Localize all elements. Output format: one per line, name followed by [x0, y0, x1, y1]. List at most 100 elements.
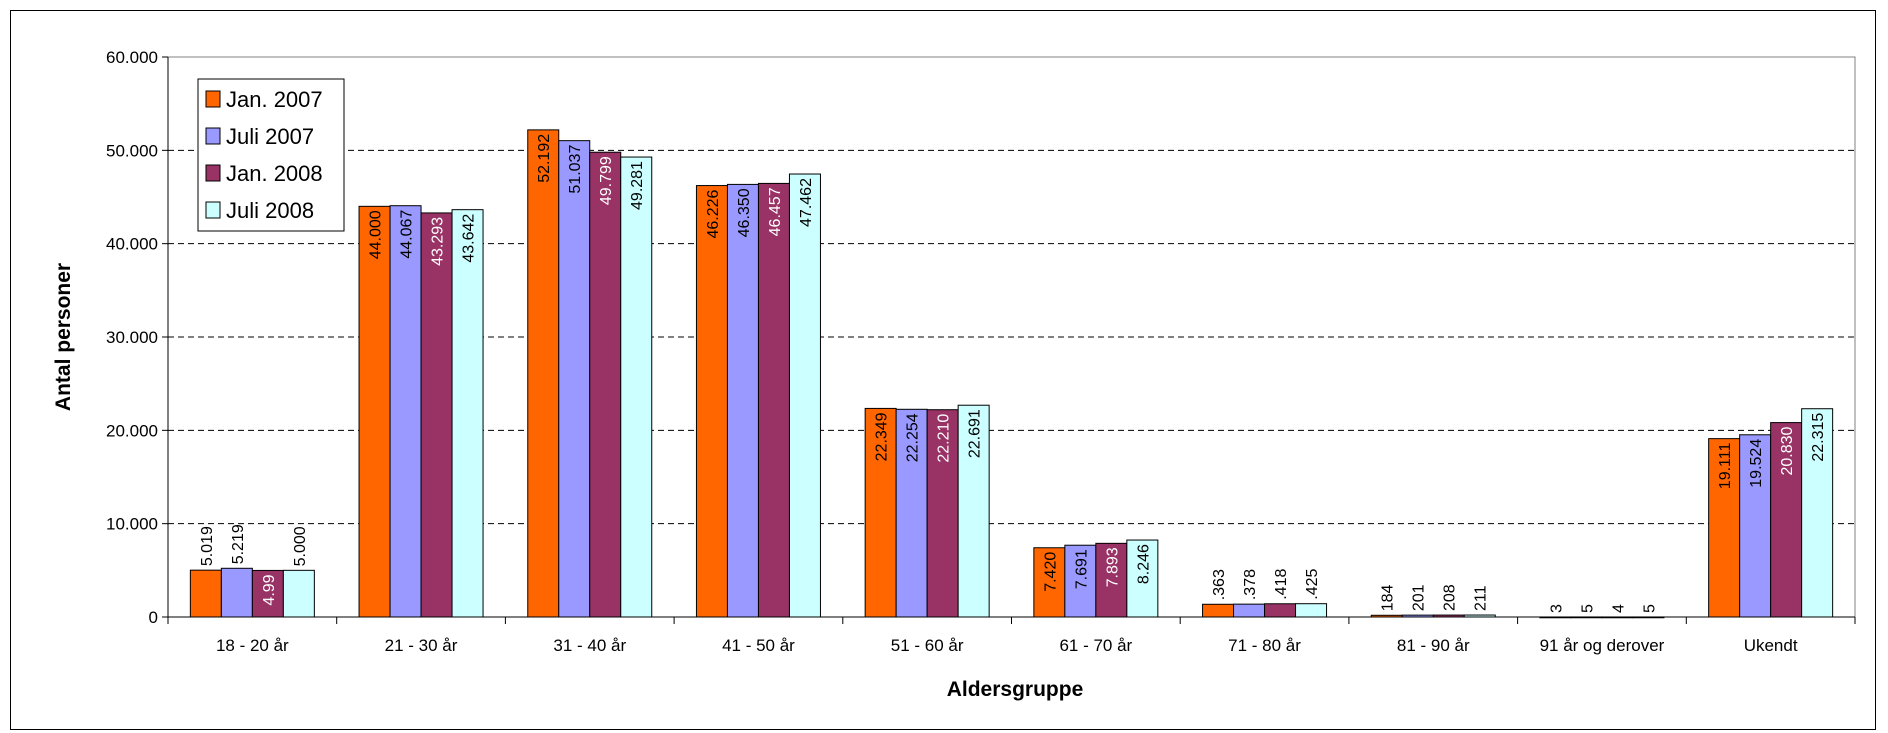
- bar: [420, 212, 453, 618]
- data-label: 49.799: [598, 156, 615, 205]
- data-label: .418: [1273, 569, 1290, 600]
- data-label: 22.691: [967, 409, 984, 458]
- bar: [220, 567, 253, 618]
- bar: [1095, 542, 1128, 618]
- y-tick-label: 50.000: [106, 141, 158, 160]
- y-tick-label: 30.000: [106, 328, 158, 347]
- x-tick-label: 31 - 40 år: [553, 636, 626, 655]
- y-tick-label: 60.000: [106, 48, 158, 67]
- y-tick-label: 0: [149, 608, 158, 627]
- bar: [1708, 438, 1741, 618]
- y-tick-label: 40.000: [106, 235, 158, 254]
- y-tick-label: 20.000: [106, 421, 158, 440]
- data-label: 201: [1411, 584, 1428, 611]
- x-axis-title: Aldersgruppe: [947, 678, 1084, 701]
- legend-label: Jan. 2008: [226, 161, 323, 186]
- data-label: 8.246: [1135, 544, 1152, 584]
- data-label: 7.893: [1104, 547, 1121, 587]
- data-label: .378: [1242, 569, 1259, 600]
- data-label: 7.420: [1042, 552, 1059, 592]
- bar: [1264, 603, 1297, 618]
- data-label: .363: [1211, 569, 1228, 600]
- bar: [620, 156, 653, 618]
- data-label: 52.192: [536, 134, 553, 183]
- x-tick-label: 21 - 30 år: [385, 636, 458, 655]
- data-label: 3: [1548, 604, 1565, 613]
- data-label: 5.000: [292, 526, 309, 566]
- legend: Jan. 2007 Juli 2007 Jan. 2008 Juli 2008: [197, 78, 345, 232]
- y-axis-title: Antal personer: [52, 263, 75, 411]
- data-label: 46.457: [767, 187, 784, 236]
- axes: 0 10.000 20.000 30.000 40.000 50.000 60.000 18 …: [106, 48, 1856, 655]
- data-label: 5: [1579, 604, 1596, 613]
- bar: [1801, 408, 1834, 618]
- data-label: 22.349: [874, 412, 891, 461]
- bar: [189, 569, 222, 618]
- bar: [957, 404, 990, 618]
- x-tick-label: 71 - 80 år: [1228, 636, 1301, 655]
- bar: [389, 205, 422, 618]
- data-label: 4.99: [261, 574, 278, 605]
- bar: [451, 209, 484, 618]
- data-label: 47.462: [798, 178, 815, 227]
- data-label: 19.524: [1748, 439, 1765, 488]
- x-tick-label: 91 år og derover: [1540, 636, 1665, 655]
- legend-swatch: [205, 127, 221, 145]
- bar: [1126, 539, 1159, 618]
- bar: [926, 409, 959, 618]
- data-label: 5: [1641, 604, 1658, 613]
- data-label: 44.000: [368, 210, 385, 259]
- data-label: 7.691: [1073, 549, 1090, 589]
- y-tick-label: 10.000: [106, 515, 158, 534]
- x-tick-label: 81 - 90 år: [1397, 636, 1470, 655]
- data-label: 43.293: [430, 217, 447, 266]
- legend-label: Juli 2008: [226, 198, 314, 223]
- legend-swatch: [205, 90, 221, 108]
- data-label: 49.281: [629, 161, 646, 210]
- legend-label: Jan. 2007: [226, 87, 323, 112]
- x-tick-label: Ukendt: [1744, 636, 1798, 655]
- data-label: .425: [1304, 568, 1321, 599]
- bar: [1233, 603, 1266, 618]
- bar: [358, 205, 391, 618]
- data-label: 5.219: [230, 524, 247, 564]
- data-label: 51.037: [567, 145, 584, 194]
- x-tick-label: 41 - 50 år: [722, 636, 795, 655]
- data-label: 22.210: [936, 414, 953, 463]
- data-label: 43.642: [461, 214, 478, 263]
- bar: [726, 183, 759, 618]
- data-label: 5.019: [199, 526, 216, 566]
- data-label: 4: [1610, 604, 1627, 613]
- bars: [189, 129, 1834, 619]
- bar: [1295, 603, 1328, 618]
- bar: [864, 407, 897, 618]
- x-tick-label: 61 - 70 år: [1059, 636, 1132, 655]
- data-label: 211: [1473, 585, 1490, 611]
- bar: [589, 151, 622, 618]
- legend-box: [197, 78, 345, 232]
- bar: [788, 173, 821, 618]
- bar: [282, 569, 315, 618]
- bar: [757, 182, 790, 618]
- data-label: 20.830: [1779, 426, 1796, 475]
- bar: [695, 185, 728, 618]
- data-label: 22.254: [905, 413, 922, 462]
- bar: [1202, 603, 1235, 618]
- x-tick-label: 51 - 60 år: [891, 636, 964, 655]
- data-label: 184: [1380, 584, 1397, 611]
- data-label: 208: [1442, 584, 1459, 611]
- bar: [558, 140, 591, 618]
- data-label: 19.111: [1717, 443, 1734, 490]
- data-label: 44.067: [399, 210, 416, 259]
- bar: [1033, 547, 1066, 618]
- data-label: 46.226: [705, 189, 722, 238]
- bar: [527, 129, 560, 618]
- legend-label: Juli 2007: [226, 124, 314, 149]
- legend-swatch: [205, 201, 221, 219]
- data-label: 46.350: [736, 188, 753, 237]
- legend-swatch: [205, 164, 221, 182]
- x-tick-label: 18 - 20 år: [216, 636, 289, 655]
- data-label: 22.315: [1810, 413, 1827, 462]
